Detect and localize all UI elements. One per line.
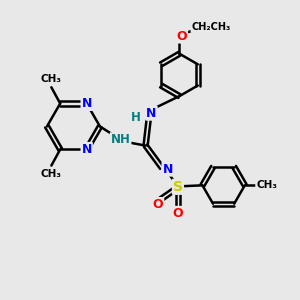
Text: CH₂CH₃: CH₂CH₃	[191, 22, 231, 32]
Text: NH: NH	[111, 133, 130, 146]
Text: S: S	[173, 180, 183, 194]
Text: N: N	[163, 163, 173, 176]
Text: H: H	[131, 110, 141, 124]
Text: N: N	[82, 97, 92, 110]
Text: N: N	[146, 107, 157, 120]
Text: O: O	[153, 198, 163, 211]
Text: CH₃: CH₃	[256, 180, 277, 190]
Text: CH₃: CH₃	[41, 74, 62, 84]
Text: N: N	[82, 143, 92, 156]
Text: O: O	[173, 207, 183, 220]
Text: CH₃: CH₃	[41, 169, 62, 179]
Text: O: O	[176, 29, 187, 43]
